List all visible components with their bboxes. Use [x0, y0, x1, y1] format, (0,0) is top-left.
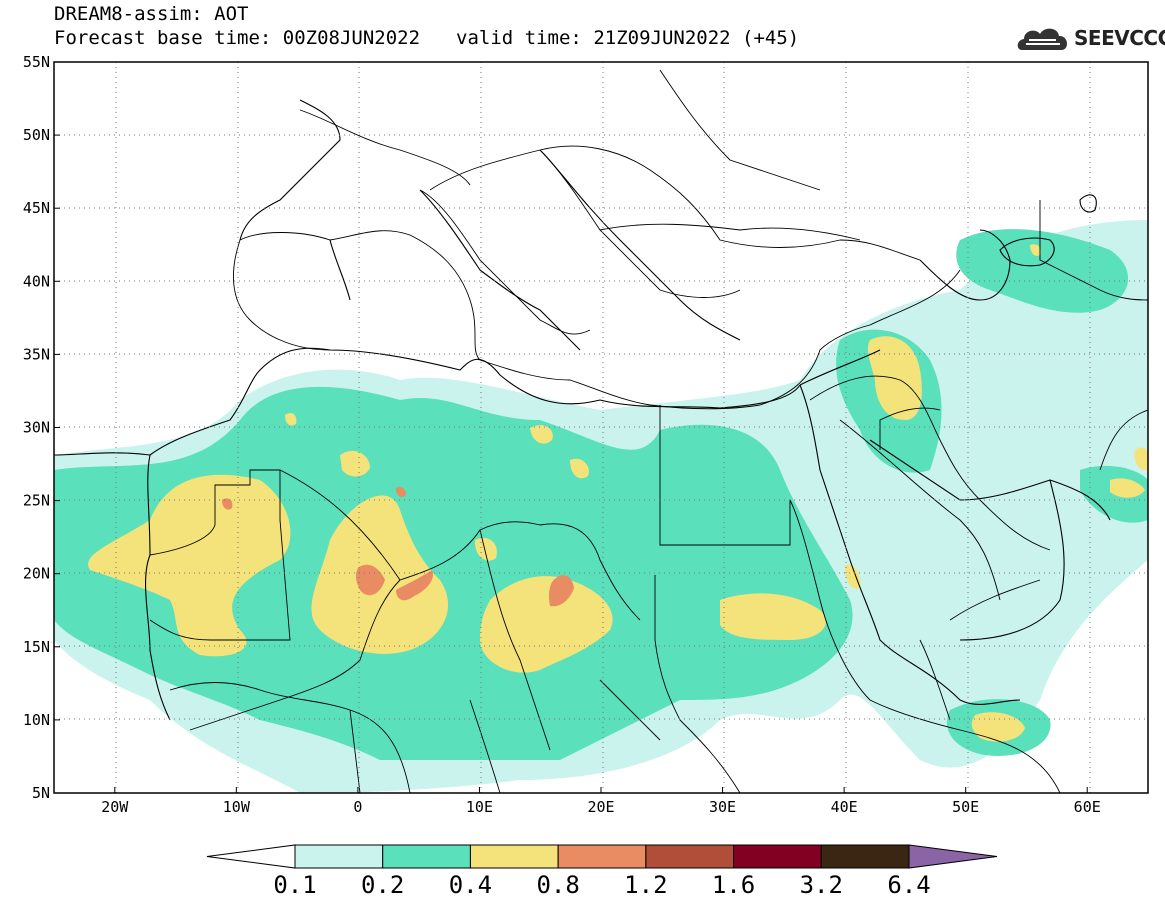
colorbar-labels: 0.1 0.2 0.4 0.8 1.2 1.6 3.2 6.4: [273, 871, 930, 899]
lon-tick-label: 30E: [709, 798, 736, 816]
colorbar-box: [645, 844, 735, 869]
lon-tick-label: 20E: [587, 798, 614, 816]
map-title: DREAM8-assim: AOT: [54, 3, 249, 25]
colorbar-label: 1.2: [624, 871, 667, 899]
aot-level-0-8: [222, 487, 574, 607]
colorbar-box: [382, 844, 471, 869]
lat-tick-label: 50N: [23, 126, 50, 144]
seevccc-logo: SEEVCCC: [1016, 22, 1165, 56]
colorbar-label: 1.6: [712, 871, 755, 899]
colorbar-label: 0.4: [449, 871, 492, 899]
lat-tick-label: 40N: [23, 272, 50, 290]
grid-lines: [54, 62, 1148, 793]
country-borders: [149, 69, 1148, 793]
colorbar-box: [820, 844, 910, 869]
colorbar-label: 0.1: [273, 871, 316, 899]
lon-tick-label: 0: [353, 798, 362, 816]
colorbar-high-arrow: [908, 844, 998, 869]
latitude-ticks: 55N 50N 45N 40N 35N 30N 25N 20N 15N 10N 5N: [23, 53, 60, 802]
lon-tick-label: 40E: [831, 798, 858, 816]
colorbar-box: [557, 844, 647, 869]
lon-tick-label: 60E: [1074, 798, 1101, 816]
forecast-times: Forecast base time: 00Z08JUN2022 valid ti…: [54, 28, 799, 48]
lon-tick-label: 20W: [101, 798, 129, 816]
colorbar-label: 3.2: [800, 871, 843, 899]
base-time: Forecast base time: 00Z08JUN2022: [54, 27, 421, 49]
lat-tick-label: 30N: [23, 419, 50, 437]
colorbar-label: 6.4: [887, 871, 930, 899]
lon-tick-label: 10W: [223, 798, 251, 816]
lat-tick-label: 25N: [23, 492, 50, 510]
colorbar-box: [294, 844, 384, 869]
lat-tick-label: 55N: [23, 53, 50, 71]
lat-tick-label: 35N: [23, 345, 50, 363]
colorbar-low-arrow: [206, 844, 296, 869]
lat-tick-label: 15N: [23, 638, 50, 656]
colorbar-box: [733, 844, 822, 869]
coastlines: [54, 99, 1111, 721]
colorbar-box: [469, 844, 559, 869]
colorbar-boxes: [206, 844, 998, 869]
logo-text: SEEVCCC: [1074, 26, 1165, 50]
lat-tick-label: 5N: [32, 784, 50, 802]
aot-fields: [54, 220, 1148, 793]
colorbar-label: 0.8: [536, 871, 579, 899]
longitude-ticks: 20W 10W 0 10E 20E 30E 40E 50E 60E: [101, 787, 1101, 816]
lat-tick-label: 45N: [23, 199, 50, 217]
cloud-icon: [1017, 28, 1068, 50]
lon-tick-label: 10E: [466, 798, 493, 816]
lon-tick-label: 50E: [952, 798, 979, 816]
lat-tick-label: 10N: [23, 711, 50, 729]
valid-time: valid time: 21Z09JUN2022 (+45): [456, 27, 800, 49]
colorbar-label: 0.2: [361, 871, 404, 899]
lat-tick-label: 20N: [23, 565, 50, 583]
